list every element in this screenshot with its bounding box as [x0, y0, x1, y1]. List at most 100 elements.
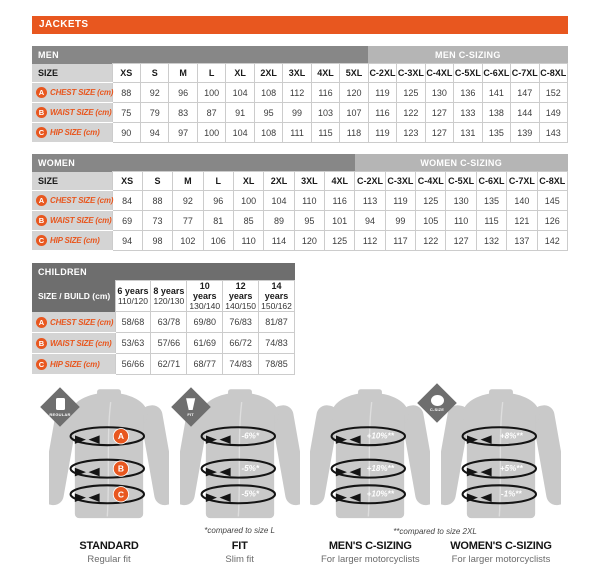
measure-row-label-text: WAIST SIZE (cm) — [50, 216, 112, 226]
size-value-cell: 58/68 — [114, 311, 152, 334]
size-column-header: C-5XL — [445, 171, 477, 191]
size-value-cell: 102 — [172, 230, 204, 251]
size-value-cell: 142 — [536, 230, 569, 251]
measure-row-label-text: CHEST SIZE (cm) — [50, 317, 114, 327]
size-value-cell: 97 — [168, 122, 198, 143]
measure-marker-badge: A — [36, 87, 47, 99]
arrow-left-icon — [480, 493, 492, 503]
measure-marker-badge — [112, 486, 130, 503]
size-value-cell: 122 — [415, 230, 447, 251]
jacket-silhouette-illustration: A B C — [49, 389, 169, 519]
page-title: JACKETS — [32, 16, 568, 34]
arrow-left-icon — [219, 435, 231, 445]
measure-ring — [461, 484, 537, 505]
size-column-header: M — [172, 171, 204, 191]
arrow-left-icon — [349, 435, 361, 445]
size-value-cell: 108 — [253, 82, 284, 103]
size-value-cell: 84 — [111, 190, 143, 211]
size-value-cell: 135 — [481, 122, 512, 143]
fit-diagrams: A B C STANDARD Regular fit REGULAR -6%* -5%* -5%… — [32, 383, 568, 581]
diagram-subtitle: For larger motorcyclists — [320, 554, 420, 566]
size-value-cell: 139 — [510, 122, 540, 143]
size-value-cell: 100 — [196, 122, 227, 143]
ring-percent-label: +18%** — [367, 464, 395, 473]
measure-row-label: C HIP SIZE (cm) — [32, 230, 112, 251]
fit-badge: C-SIZE — [415, 381, 459, 425]
size-column-header: XS — [111, 63, 141, 83]
measure-row-label-text: CHEST SIZE (cm) — [50, 196, 114, 206]
size-value-cell: 83 — [168, 102, 198, 123]
measure-marker-badge: B — [36, 338, 47, 350]
size-value-cell: 74/83 — [222, 353, 260, 376]
size-value-cell: 127 — [424, 122, 455, 143]
measure-row-label-text: WAIST SIZE (cm) — [50, 339, 112, 349]
group-header-row: MEN MEN C-SIZING — [32, 46, 568, 64]
ring-percent-label: -5%* — [241, 490, 259, 499]
age-column-header: 14 years 150/162 — [258, 279, 295, 313]
size-value-cell: 152 — [538, 82, 569, 103]
size-value-cell: 107 — [339, 102, 369, 123]
children-sizing-table: CHILDREN SIZE / BUILD (cm) 6 years 110/120 8… — [32, 263, 295, 376]
size-value-cell: 105 — [415, 210, 447, 231]
badge-content: FIT — [169, 385, 213, 429]
size-value-cell: 87 — [196, 102, 227, 123]
size-value-cell: 92 — [139, 82, 170, 103]
ring-percent-label: +10%** — [367, 490, 395, 499]
size-value-cell: 144 — [510, 102, 540, 123]
size-value-cell: 103 — [310, 102, 341, 123]
size-value-cell: 94 — [354, 210, 386, 231]
size-value-cell: 149 — [538, 102, 569, 123]
diagram-fit: -6%* -5%* -5%* *compared to size L FIT Slim f… — [170, 385, 303, 581]
age-label: 14 years — [264, 281, 289, 302]
size-value-cell: 106 — [202, 230, 234, 251]
age-label: 10 years — [192, 281, 217, 302]
size-value-cell: 95 — [293, 210, 326, 231]
arrow-left-icon — [480, 468, 492, 477]
measure-marker-badge — [112, 428, 130, 445]
csizing-note: **compared to size 2XL — [393, 527, 477, 537]
arrow-left-icon — [219, 468, 231, 477]
measure-marker-badge: C — [36, 359, 47, 371]
arrow-left-icon — [480, 435, 492, 445]
size-value-cell: 130 — [424, 82, 455, 103]
badge-content: REGULAR — [38, 385, 82, 429]
badge-label: C-SIZE — [429, 407, 445, 413]
size-value-cell: 76/83 — [222, 311, 260, 334]
ring-percent-label: +10%** — [367, 432, 395, 441]
size-value-cell: 69/80 — [186, 311, 224, 334]
size-value-cell: 92 — [172, 190, 204, 211]
size-value-cell: 121 — [506, 210, 538, 231]
size-column-header: C-3XL — [384, 171, 417, 191]
build-label: 120/130 — [153, 295, 185, 306]
size-value-cell: 123 — [396, 122, 426, 143]
age-label: 12 years — [228, 281, 253, 302]
table-row: A CHEST SIZE (cm) 88 92 96 100 104 108 112 116 120… — [32, 82, 569, 103]
measure-row-label: B WAIST SIZE (cm) — [32, 210, 112, 231]
men-sizing-table: MEN MEN C-SIZING SIZE XS S M L XL 2XL 3XL 4XL 5XL C-… — [32, 46, 569, 143]
size-column-header: M — [168, 63, 198, 83]
size-value-cell: 116 — [324, 190, 356, 211]
build-label: 130/140 — [189, 300, 221, 311]
size-value-cell: 98 — [141, 230, 174, 251]
size-column-header: 4XL — [310, 63, 341, 83]
diagram-standard: A B C STANDARD Regular fit REGULAR — [40, 385, 172, 581]
arrow-right-icon — [466, 468, 478, 477]
size-value-cell: 131 — [453, 122, 483, 143]
arrow-right-icon — [205, 435, 217, 445]
size-column-header: C-3XL — [396, 63, 426, 83]
size-value-cell: 127 — [445, 230, 477, 251]
size-value-cell: 108 — [253, 122, 284, 143]
measure-row-label: B WAIST SIZE (cm) — [32, 332, 115, 355]
arrow-right-icon — [74, 468, 86, 477]
size-value-cell: 63/78 — [150, 311, 188, 334]
size-value-cell: 53/63 — [114, 332, 152, 355]
sizing-chart-page: JACKETS MEN MEN C-SIZING SIZE XS S M L XL 2XL 3XL… — [32, 16, 569, 581]
size-value-cell: 110 — [293, 190, 326, 211]
measure-ring — [461, 459, 537, 480]
arrow-left-icon — [349, 493, 361, 503]
size-value-cell: 79 — [139, 102, 170, 123]
size-value-cell: 111 — [282, 122, 312, 143]
measure-marker-badge: C — [36, 127, 47, 139]
size-column-header: C-8XL — [538, 63, 569, 83]
size-value-cell: 57/66 — [150, 332, 188, 355]
